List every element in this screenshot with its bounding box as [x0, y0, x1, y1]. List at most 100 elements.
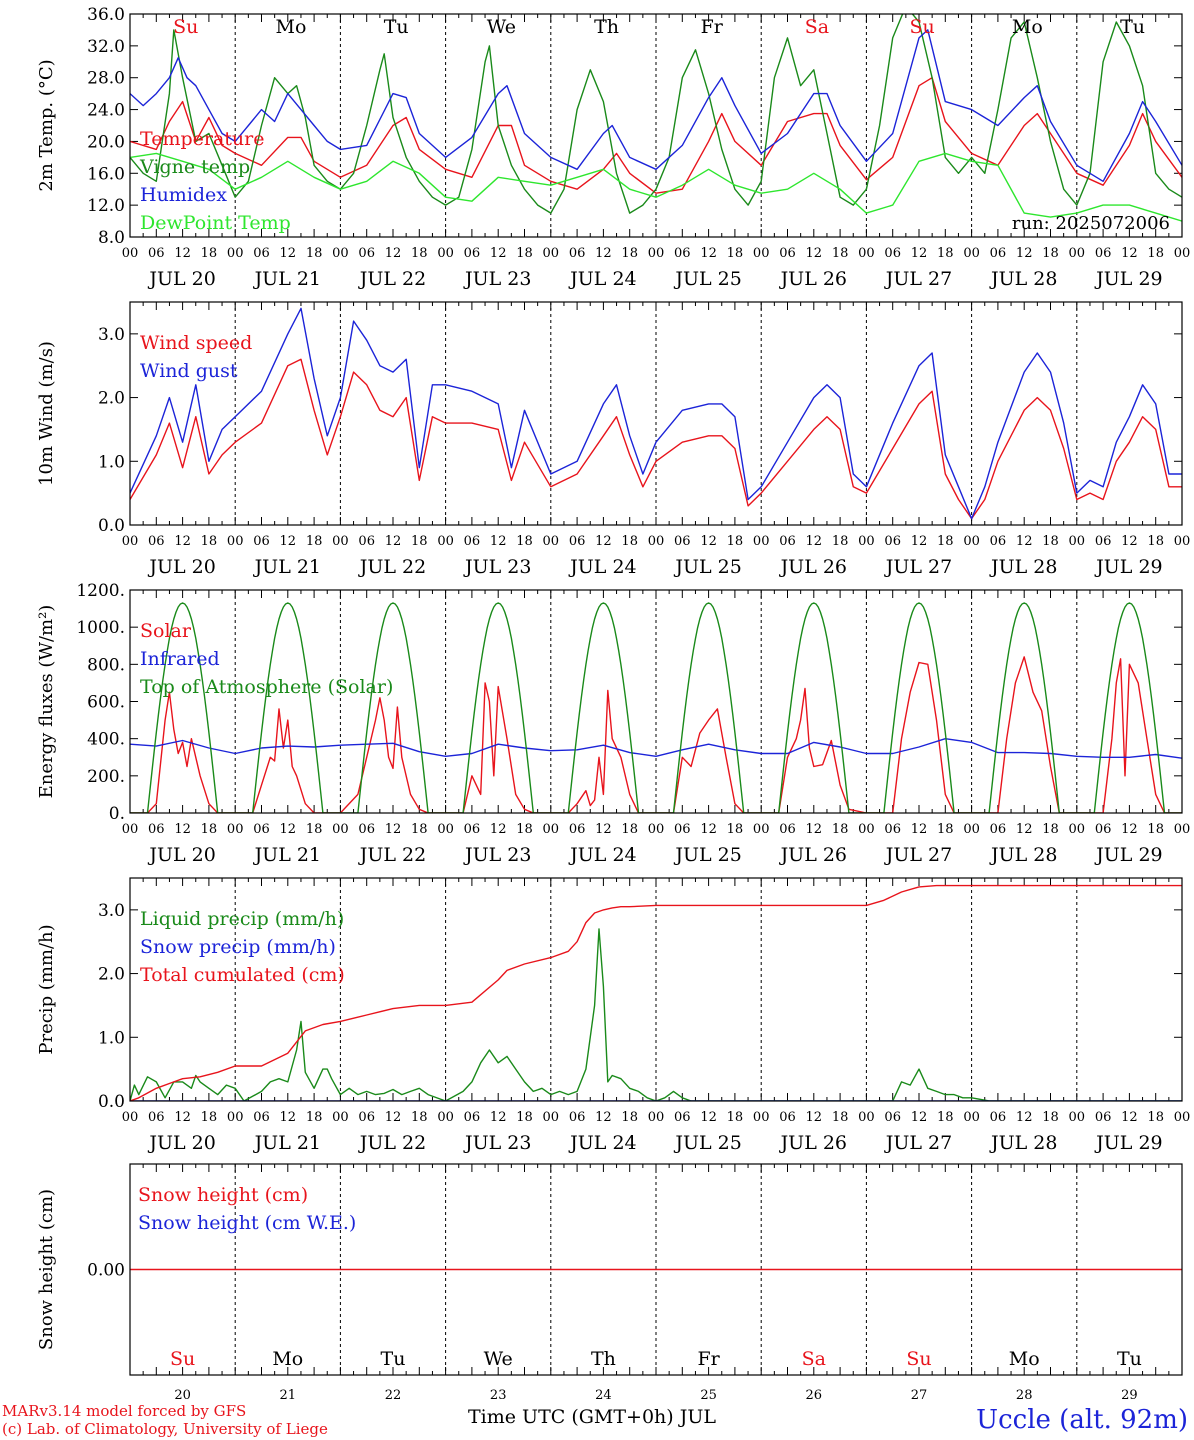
hour-tick-label: 00: [332, 822, 349, 837]
hour-tick-label: 00: [332, 246, 349, 261]
hour-tick-label: 00: [753, 1110, 770, 1125]
hour-tick-label: 12: [490, 1110, 507, 1125]
hour-tick-label: 00: [648, 534, 665, 549]
hour-tick-label: 00: [1174, 1110, 1191, 1125]
legend-entry: Infrared: [140, 648, 220, 670]
hour-tick-label: 00: [227, 822, 244, 837]
hour-tick-label: 06: [990, 822, 1007, 837]
hour-tick-label: 12: [595, 1110, 612, 1125]
hour-tick-label: 12: [1016, 1110, 1033, 1125]
date-label: JUL 28: [989, 268, 1057, 290]
hour-tick-label: 06: [1095, 822, 1112, 837]
hour-tick-label: 00: [227, 534, 244, 549]
hour-tick-label: 06: [674, 1110, 691, 1125]
hour-tick-label: 12: [1121, 822, 1138, 837]
weekday-label: Mo: [1012, 16, 1043, 38]
hour-tick-label: 06: [464, 534, 481, 549]
hour-tick-label: 12: [700, 1110, 717, 1125]
y-axis-label: Precip (mm/h): [36, 924, 57, 1054]
legend-entry: DewPoint Temp: [140, 212, 291, 234]
y-axis-label: Snow height (cm): [36, 1189, 57, 1350]
hour-tick-label: 18: [201, 246, 218, 261]
weekday-label: Mo: [1009, 1348, 1040, 1370]
panel-frame: [129, 1163, 1183, 1376]
y-tick-label: 16.0: [87, 164, 125, 184]
hour-tick-label: 06: [358, 246, 375, 261]
date-label: JUL 29: [1094, 844, 1162, 866]
hour-tick-label: 18: [937, 246, 954, 261]
panel-temp: 8.0 12.0 16.0 20.0 24.0 28.0 32.0 36.0 Temperatu…: [36, 5, 1190, 290]
hour-tick-label: 06: [990, 534, 1007, 549]
hour-tick-label: 18: [832, 246, 849, 261]
x-axis-label: Time UTC (GMT+0h) JUL: [468, 1406, 716, 1428]
date-label: JUL 23: [463, 556, 531, 578]
weekday-label: Fr: [697, 1348, 720, 1370]
hour-tick-label: 00: [122, 1110, 139, 1125]
hour-tick-label: 12: [595, 246, 612, 261]
y-tick-label: 2.0: [98, 965, 125, 985]
hour-tick-label: 12: [385, 246, 402, 261]
panel-frame: [129, 877, 1183, 1102]
y-tick-label: 20.0: [87, 132, 125, 152]
station-label: Uccle (alt. 92m): [976, 1405, 1188, 1435]
y-tick-label: 28.0: [87, 69, 125, 89]
hour-tick-label: 00: [543, 822, 560, 837]
panel-snow: 0.00 Snow height (cm) Snow height (cm W.E.…: [36, 1163, 1183, 1403]
series-line-temp-2: [130, 29, 1182, 183]
hour-tick-label: 18: [306, 822, 323, 837]
date-label: JUL 25: [673, 556, 741, 578]
hour-tick-label: 18: [516, 246, 533, 261]
hour-tick-label: 06: [253, 1110, 270, 1125]
legend-entry: Vigne temp: [139, 156, 250, 178]
date-label: JUL 23: [463, 268, 531, 290]
hour-tick-label: 00: [858, 822, 875, 837]
hour-tick-label: 18: [832, 534, 849, 549]
hour-tick-label: 06: [358, 822, 375, 837]
hour-tick-label: 12: [806, 534, 823, 549]
hour-tick-label: 00: [648, 822, 665, 837]
y-tick-label: 8.0: [98, 228, 125, 248]
legend-entry: Snow height (cm): [138, 1184, 308, 1206]
hour-tick-label: 06: [1095, 534, 1112, 549]
hour-tick-label: 18: [1042, 534, 1059, 549]
hour-tick-label: 06: [674, 246, 691, 261]
series-line-wind-0: [130, 358, 1182, 520]
hour-tick-label: 00: [332, 1110, 349, 1125]
hour-tick-label: 06: [884, 246, 901, 261]
hour-tick-label: 12: [806, 822, 823, 837]
legend-entry: Snow precip (mm/h): [140, 936, 336, 958]
plot-area: [130, 307, 1182, 520]
weekday-label: Su: [173, 16, 198, 38]
hour-tick-label: 12: [700, 822, 717, 837]
weekday-label: Sa: [802, 1348, 826, 1370]
hour-tick-label: 12: [174, 534, 191, 549]
plot-area: [130, 602, 1182, 813]
hour-tick-label: 06: [148, 1110, 165, 1125]
hour-tick-label: 06: [1095, 1110, 1112, 1125]
hour-tick-label: 00: [1174, 534, 1191, 549]
hour-tick-label: 12: [806, 246, 823, 261]
hour-tick-label: 18: [621, 534, 638, 549]
date-label: JUL 24: [568, 844, 636, 866]
legend-entry: Wind speed: [140, 332, 252, 354]
legend-entry: Liquid precip (mm/h): [140, 908, 344, 930]
weekday-label: Mo: [276, 16, 307, 38]
hour-tick-label: 00: [753, 822, 770, 837]
series-line-wind-1: [130, 307, 1182, 520]
hour-tick-label: 12: [911, 1110, 928, 1125]
series-line-precip-2: [130, 884, 1182, 1101]
hour-tick-label: 18: [516, 1110, 533, 1125]
y-tick-label: 36.0: [87, 5, 125, 25]
legend-entry: Temperature: [140, 128, 264, 150]
series-line-energy-1: [130, 738, 1182, 759]
legend-entry: Humidex: [140, 184, 227, 206]
hour-tick-label: 00: [122, 246, 139, 261]
date-label: JUL 24: [568, 268, 636, 290]
hour-tick-label: 06: [569, 534, 586, 549]
hour-tick-label: 00: [227, 1110, 244, 1125]
hour-tick-label: 06: [464, 246, 481, 261]
date-label: JUL 29: [1094, 556, 1162, 578]
hour-tick-label: 00: [648, 1110, 665, 1125]
weekday-label: We: [484, 1348, 513, 1370]
day-number-label: 22: [385, 1388, 402, 1403]
